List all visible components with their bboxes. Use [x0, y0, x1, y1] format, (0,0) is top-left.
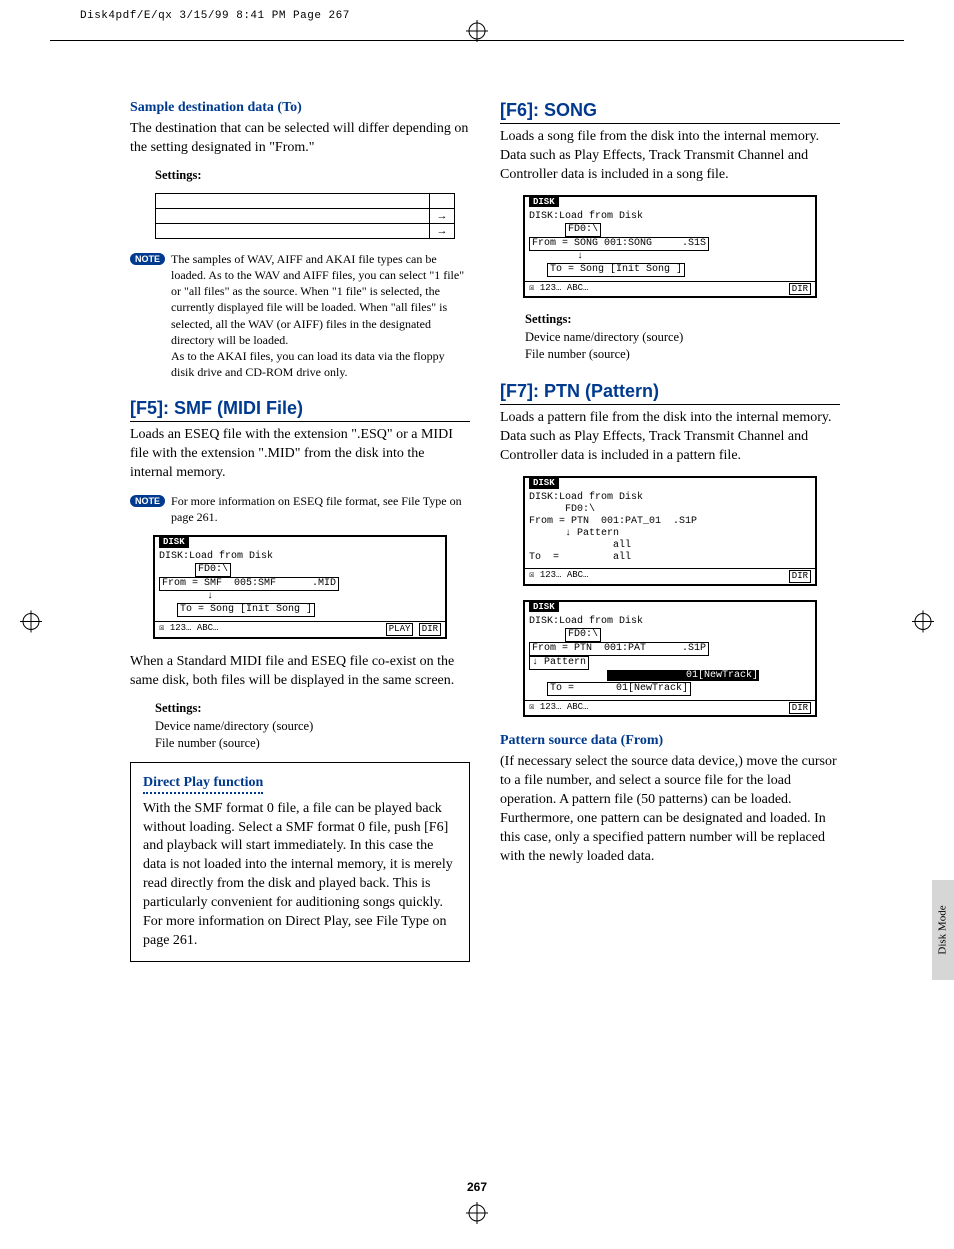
- lcd-line: ↓ Pattern: [529, 656, 589, 670]
- lcd-tab: DISK: [529, 602, 559, 613]
- registration-mark-left: [20, 611, 42, 638]
- lcd-body: DISK:Load from Disk FD0:\ From = PTN 001…: [525, 490, 815, 568]
- lcd-footer: ☒ 123… ABC… DIR: [525, 568, 815, 584]
- f5-body: Loads an ESEQ file with the extension ".…: [130, 426, 470, 483]
- side-tab: Disk Mode: [932, 880, 954, 980]
- lcd-ptn-all: DISK DISK:Load from Disk FD0:\ From = PT…: [523, 476, 817, 586]
- pattern-source-body: (If necessary select the source data dev…: [500, 753, 840, 866]
- page: Disk4pdf/E/qx 3/15/99 8:41 PM Page 267 D…: [0, 0, 954, 1249]
- lcd-line: ↓: [159, 591, 213, 602]
- lcd-footer: ☒ 123… ABC… DIR: [525, 700, 815, 716]
- lcd-tab: DISK: [529, 478, 559, 489]
- right-column: [F6]: SONG Loads a song file from the di…: [500, 100, 840, 962]
- left-column: Sample destination data (To) The destina…: [130, 100, 470, 962]
- lcd-foot-right: DIR: [789, 702, 811, 715]
- lcd-ptn-one: DISK DISK:Load from Disk FD0:\ From = PT…: [523, 600, 817, 718]
- f5-body-2: When a Standard MIDI file and ESEQ file …: [130, 653, 470, 691]
- lcd-line: From = SMF 005:SMF .MID: [159, 577, 339, 591]
- content-columns: Sample destination data (To) The destina…: [130, 100, 840, 962]
- lcd-line: FD0:\: [565, 223, 601, 237]
- f7-body: Loads a pattern file from the disk into …: [500, 409, 840, 466]
- direct-play-box: Direct Play function With the SMF format…: [130, 762, 470, 962]
- lcd-foot-left: 123… ABC…: [540, 283, 589, 293]
- note-1: NOTE The samples of WAV, AIFF and AKAI f…: [130, 251, 470, 381]
- registration-mark-right: [912, 611, 934, 638]
- direct-play-heading: Direct Play function: [143, 775, 263, 794]
- settings-label: Settings:: [525, 312, 840, 327]
- registration-mark-bottom: [466, 1202, 488, 1229]
- settings-line: File number (source): [155, 735, 470, 752]
- lcd-line: To = all: [529, 552, 631, 563]
- lcd-smf: DISK DISK:Load from Disk FD0:\ From = SM…: [153, 535, 447, 639]
- lcd-foot-right: DIR: [419, 623, 441, 636]
- lcd-line: To = 01[NewTrack]: [547, 682, 691, 696]
- lcd-line: DISK:Load from Disk: [159, 551, 273, 562]
- lcd-line: DISK:Load from Disk: [529, 492, 643, 503]
- f6-body: Loads a song file from the disk into the…: [500, 128, 840, 185]
- settings-line: Device name/directory (source): [525, 329, 840, 346]
- lcd-line: ↓: [529, 251, 583, 262]
- registration-mark-top: [466, 20, 488, 47]
- note-2-text: For more information on ESEQ file format…: [171, 493, 470, 525]
- page-number: 267: [467, 1180, 487, 1194]
- note-2: NOTE For more information on ESEQ file f…: [130, 493, 470, 525]
- lcd-line: To = Song [Init Song ]: [177, 603, 315, 617]
- lcd-line: From = PTN 001:PAT .S1P: [529, 642, 709, 656]
- lcd-line: From = SONG 001:SONG .S1S: [529, 237, 709, 251]
- settings-block-3: Settings: Device name/directory (source)…: [525, 312, 840, 363]
- lcd-line: DISK:Load from Disk: [529, 616, 643, 627]
- note-badge-icon: NOTE: [130, 495, 165, 507]
- lcd-line: FD0:\: [195, 563, 231, 577]
- pattern-source-heading: Pattern source data (From): [500, 733, 840, 749]
- lcd-footer: ☒ 123… ABC… DIR: [525, 281, 815, 297]
- lcd-body: DISK:Load from Disk FD0:\ From = SONG 00…: [525, 209, 815, 281]
- lcd-line: ↓ Pattern: [529, 528, 619, 539]
- lcd-line: all: [529, 540, 631, 551]
- side-tab-label: Disk Mode: [937, 905, 949, 954]
- sample-dest-heading: Sample destination data (To): [130, 100, 470, 116]
- f7-heading: [F7]: PTN (Pattern): [500, 381, 840, 405]
- sample-dest-body: The destination that can be selected wil…: [130, 120, 470, 158]
- f5-heading: [F5]: SMF (MIDI File): [130, 398, 470, 422]
- lcd-tab: DISK: [529, 197, 559, 208]
- lcd-line: 01[NewTrack]: [529, 670, 759, 681]
- lcd-foot-left: 123… ABC…: [540, 570, 589, 580]
- settings-label: Settings:: [155, 701, 470, 716]
- lcd-line: From = PTN 001:PAT_01 .S1P: [529, 516, 697, 527]
- lcd-body: DISK:Load from Disk FD0:\ From = PTN 001…: [525, 614, 815, 700]
- lcd-line: FD0:\: [529, 504, 595, 515]
- direct-play-body: With the SMF format 0 file, a file can b…: [143, 800, 457, 951]
- note-badge-icon: NOTE: [130, 253, 165, 265]
- lcd-line: FD0:\: [565, 628, 601, 642]
- lcd-tab: DISK: [159, 537, 189, 548]
- header-slug: Disk4pdf/E/qx 3/15/99 8:41 PM Page 267: [80, 10, 350, 22]
- settings-block-1: Settings:: [155, 168, 470, 183]
- settings-line: File number (source): [525, 346, 840, 363]
- settings-label: Settings:: [155, 168, 470, 183]
- note-1-text: The samples of WAV, AIFF and AKAI file t…: [171, 251, 470, 381]
- lcd-foot-left: 123… ABC…: [170, 623, 219, 633]
- f6-heading: [F6]: SONG: [500, 100, 840, 124]
- lcd-line: To = Song [Init Song ]: [547, 263, 685, 277]
- lcd-foot-right: DIR: [789, 283, 811, 296]
- settings-table: → →: [155, 193, 455, 239]
- lcd-foot-right: DIR: [789, 570, 811, 583]
- lcd-body: DISK:Load from Disk FD0:\ From = SMF 005…: [155, 549, 445, 621]
- lcd-song: DISK DISK:Load from Disk FD0:\ From = SO…: [523, 195, 817, 299]
- settings-line: Device name/directory (source): [155, 718, 470, 735]
- settings-block-2: Settings: Device name/directory (source)…: [155, 701, 470, 752]
- lcd-line: DISK:Load from Disk: [529, 211, 643, 222]
- lcd-foot-left: 123… ABC…: [540, 702, 589, 712]
- lcd-foot-mid: PLAY: [386, 623, 414, 636]
- lcd-footer: ☒ 123… ABC… PLAY DIR: [155, 621, 445, 637]
